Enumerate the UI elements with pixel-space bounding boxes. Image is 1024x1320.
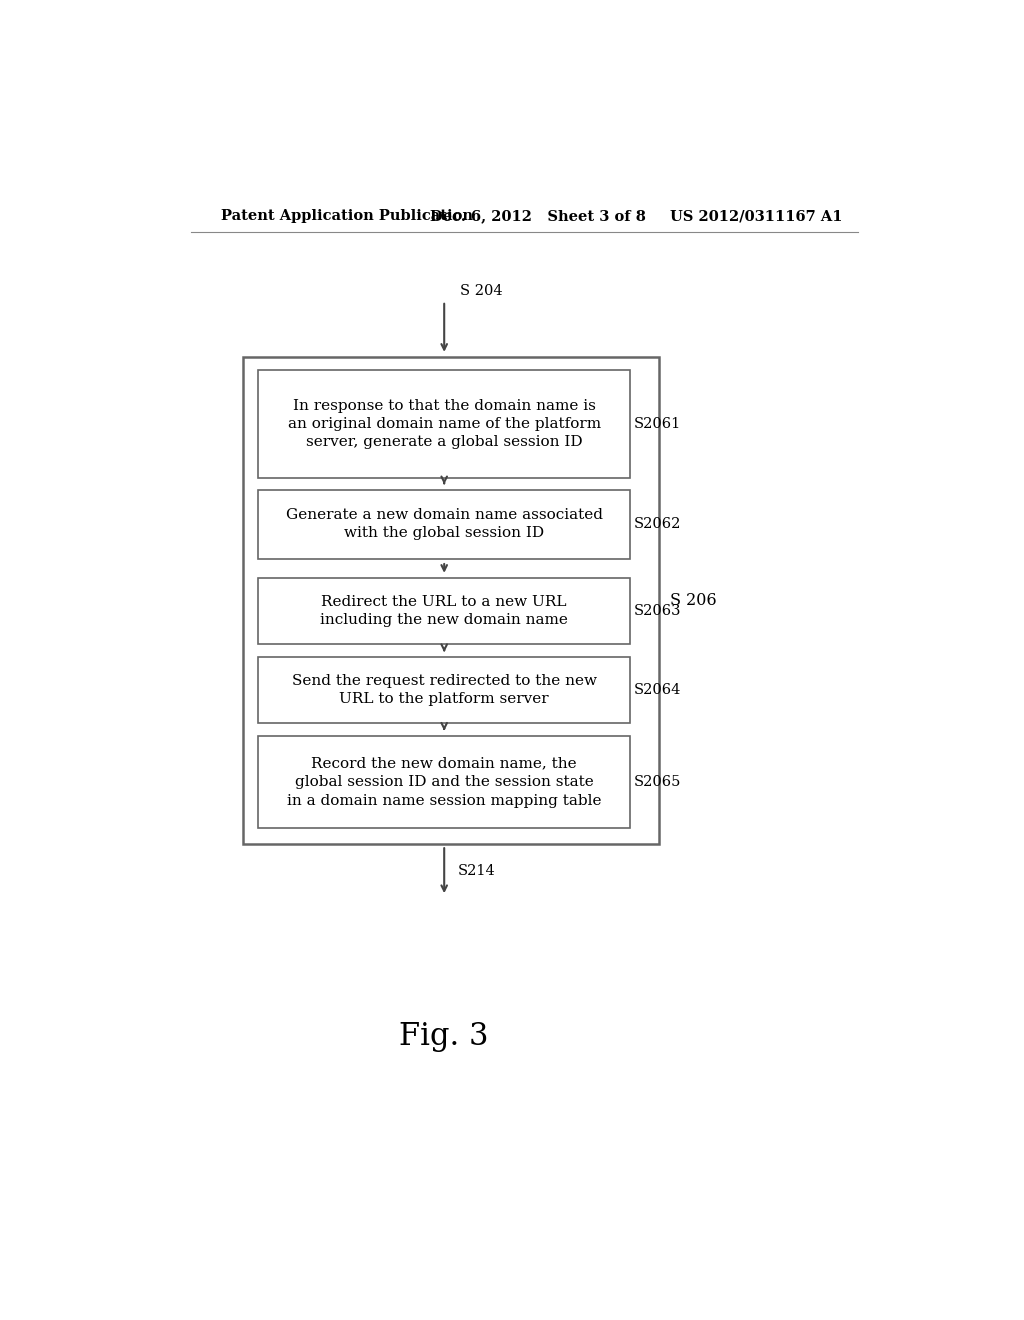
Text: S2063: S2063 [634, 603, 682, 618]
FancyBboxPatch shape [243, 358, 658, 843]
Text: S2061: S2061 [634, 417, 681, 432]
Text: Dec. 6, 2012   Sheet 3 of 8: Dec. 6, 2012 Sheet 3 of 8 [430, 209, 646, 223]
Text: Send the request redirected to the new
URL to the platform server: Send the request redirected to the new U… [292, 675, 597, 706]
Text: S 204: S 204 [460, 284, 503, 298]
Text: Patent Application Publication: Patent Application Publication [221, 209, 473, 223]
Text: S 206: S 206 [671, 591, 717, 609]
Text: Record the new domain name, the
global session ID and the session state
in a dom: Record the new domain name, the global s… [287, 756, 601, 808]
Text: In response to that the domain name is
an original domain name of the platform
s: In response to that the domain name is a… [288, 399, 601, 449]
FancyBboxPatch shape [258, 737, 630, 829]
FancyBboxPatch shape [258, 370, 630, 478]
Text: S2064: S2064 [634, 682, 681, 697]
FancyBboxPatch shape [258, 657, 630, 723]
Text: Fig. 3: Fig. 3 [399, 1020, 488, 1052]
Text: Redirect the URL to a new URL
including the new domain name: Redirect the URL to a new URL including … [321, 594, 568, 627]
Text: S2062: S2062 [634, 517, 681, 531]
FancyBboxPatch shape [258, 578, 630, 644]
Text: S2065: S2065 [634, 775, 681, 789]
Text: Generate a new domain name associated
with the global session ID: Generate a new domain name associated wi… [286, 508, 603, 540]
FancyBboxPatch shape [258, 490, 630, 558]
Text: S214: S214 [458, 863, 496, 878]
Text: US 2012/0311167 A1: US 2012/0311167 A1 [671, 209, 843, 223]
